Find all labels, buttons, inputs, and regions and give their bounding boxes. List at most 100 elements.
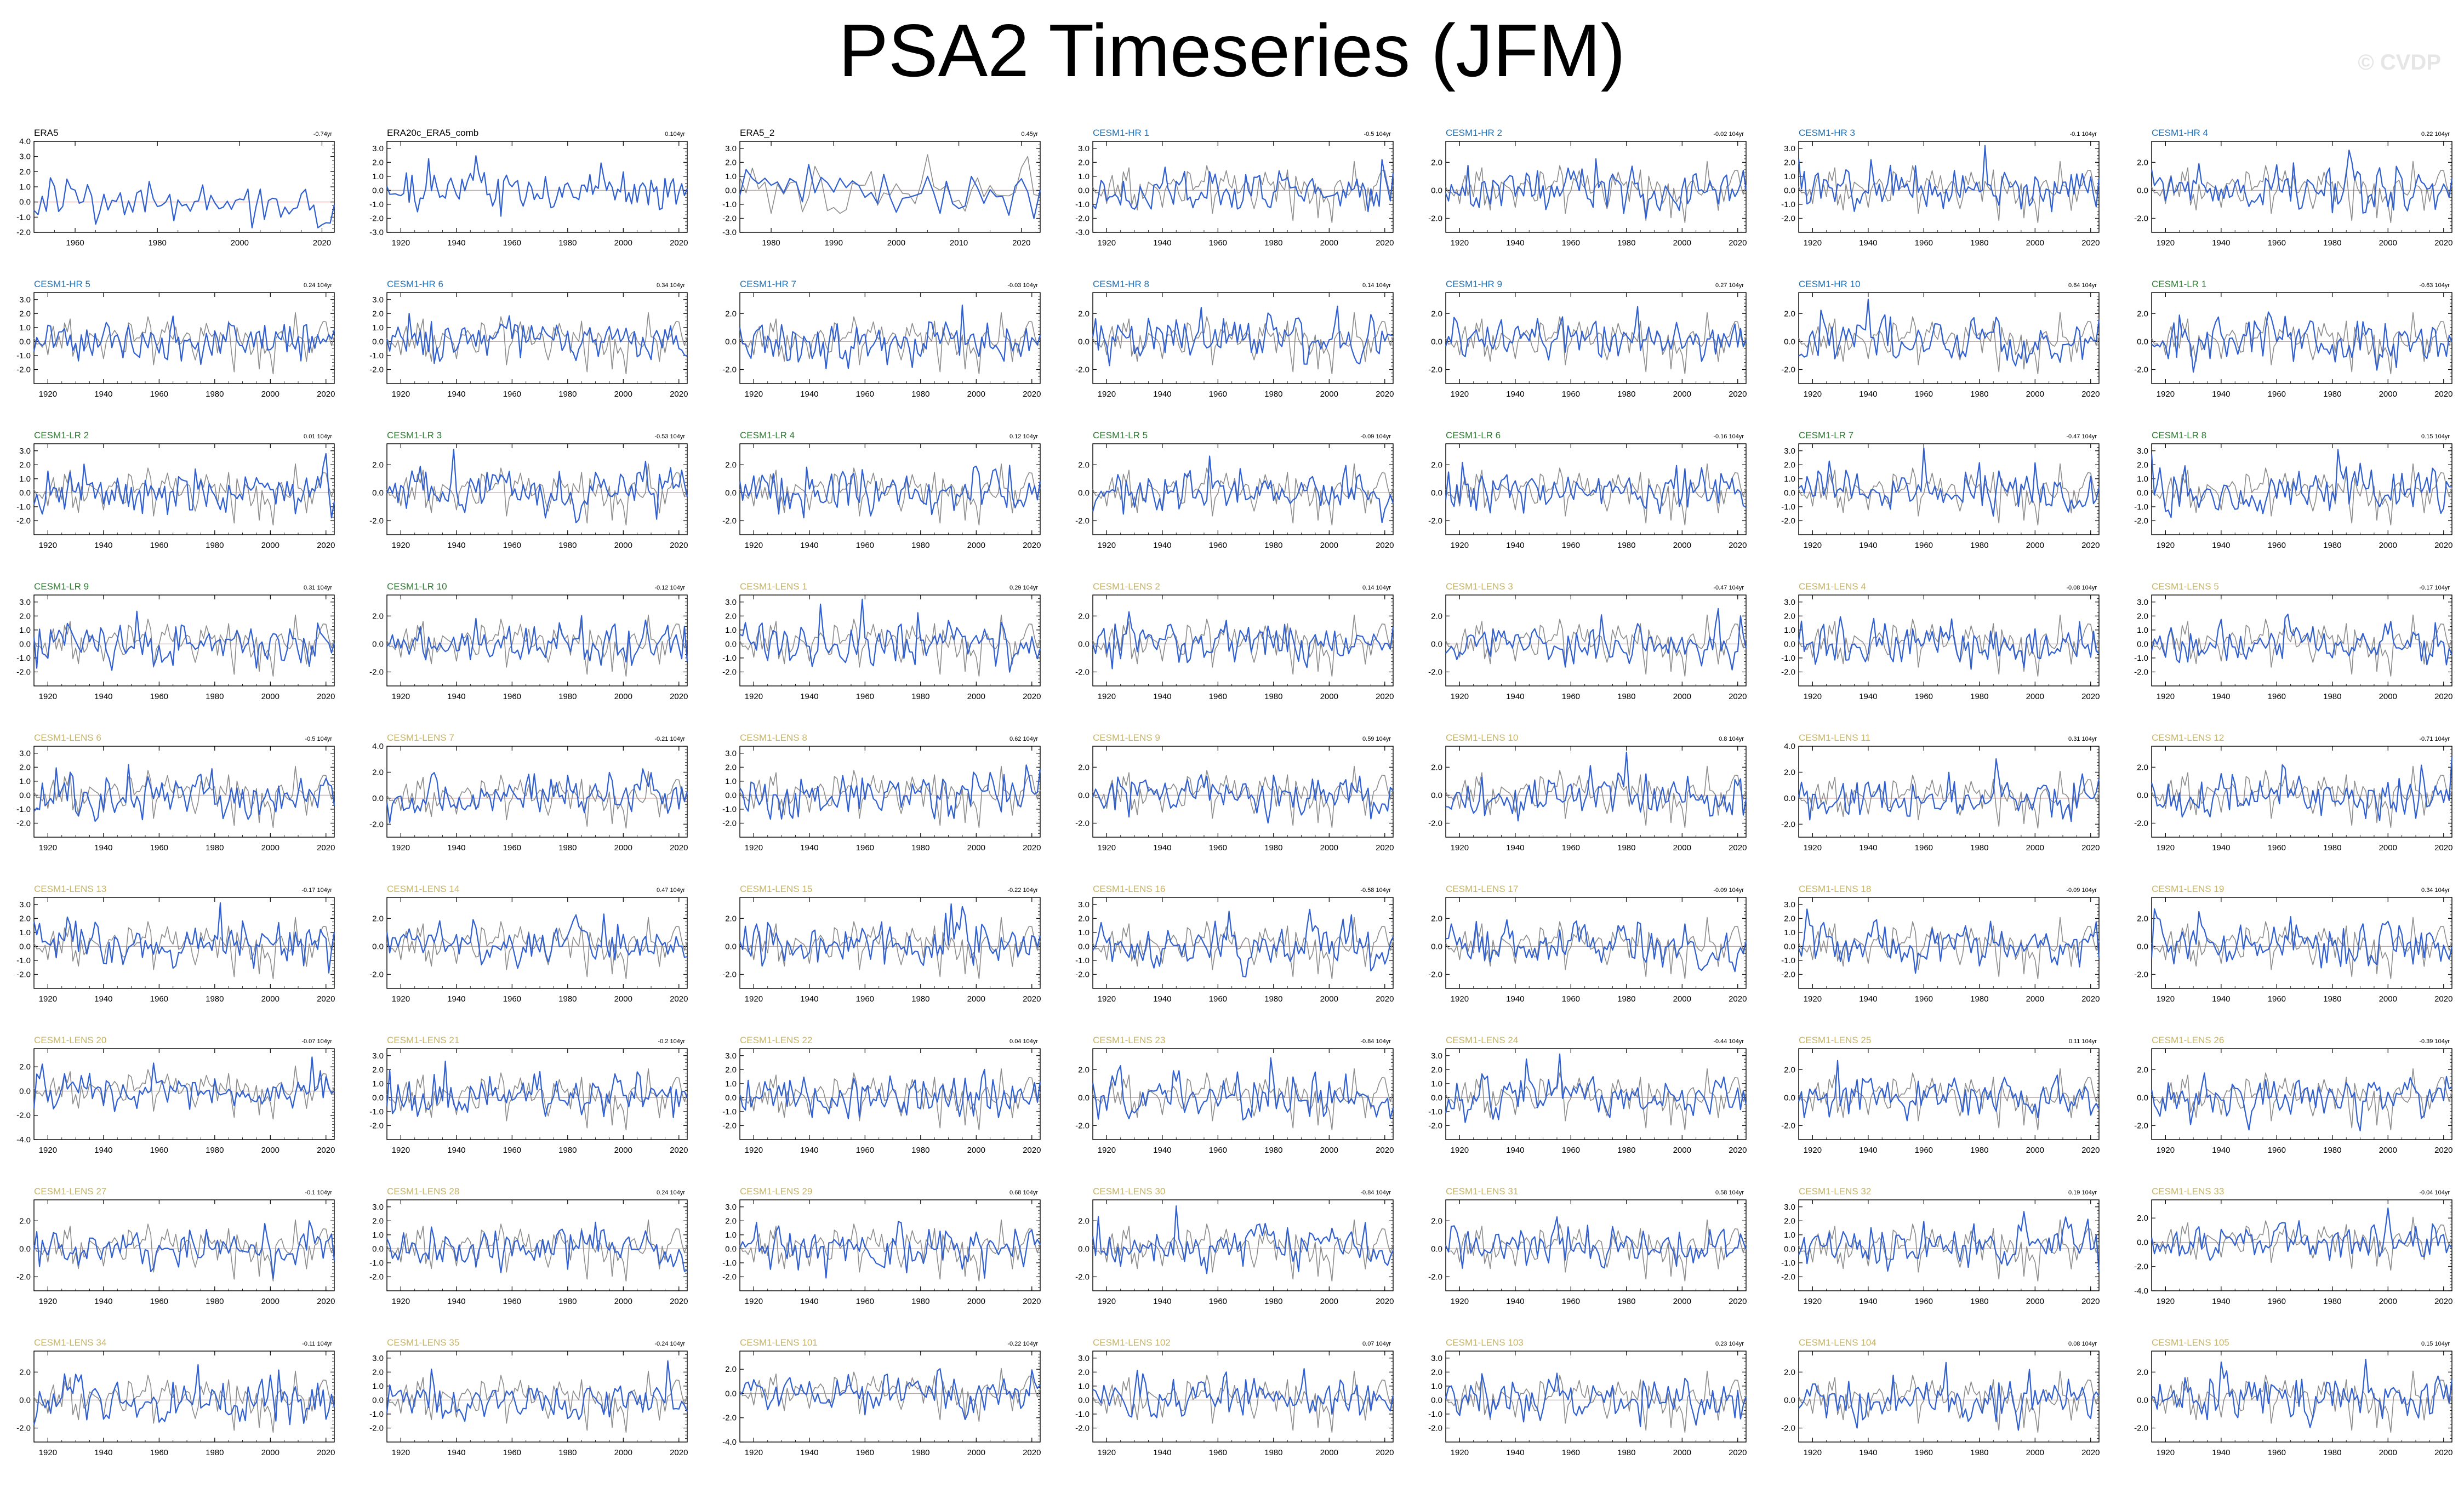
- x-tick-label: 1960: [1562, 238, 1580, 248]
- panel-trend: -0.63 104yr: [2419, 282, 2450, 289]
- panel-title: CESM1-LENS 10: [1446, 733, 1518, 743]
- y-tick-label: 0.0: [1431, 1244, 1442, 1254]
- x-tick-label: 2000: [2379, 390, 2397, 399]
- x-tick-label: 1960: [1209, 541, 1227, 550]
- x-tick-label: 1960: [1209, 390, 1227, 399]
- x-tick-label: 1920: [2157, 390, 2175, 399]
- y-tick-label: 1.0: [19, 182, 31, 192]
- panel-frame: [386, 594, 688, 686]
- model-series-line: [1445, 919, 1747, 972]
- y-tick-label: 1.0: [19, 928, 31, 937]
- x-tick-label: 2020: [1729, 994, 1747, 1004]
- y-tick-label: -2.0: [369, 1272, 384, 1281]
- obs-series-line: [739, 917, 1041, 980]
- y-tick-label: 0.0: [1431, 791, 1442, 800]
- model-series-line: [1445, 158, 1747, 219]
- panel-trend: 0.31 104yr: [304, 585, 332, 591]
- x-tick-label: 1960: [856, 994, 874, 1004]
- panel-48: CESM1-LENS 26 -0.39 104yr -2.0 0.0 2.0 1920 19…: [2134, 1035, 2452, 1155]
- y-tick-label: -2.0: [369, 1121, 384, 1130]
- x-tick-label: 1960: [2268, 238, 2286, 248]
- x-tick-label: 1940: [1859, 994, 1877, 1004]
- model-series-line: [1798, 447, 2100, 517]
- y-tick-label: 2.0: [19, 763, 31, 772]
- panel-title: CESM1-LR 6: [1446, 430, 1501, 440]
- y-tick-label: 2.0: [372, 460, 384, 470]
- panel-trend: -0.12 104yr: [654, 585, 685, 591]
- x-tick-label: 1980: [558, 994, 577, 1004]
- y-tick-label: 2.0: [1784, 460, 1795, 470]
- x-tick-label: 1920: [1098, 238, 1116, 248]
- x-tick-label: 2000: [967, 692, 985, 701]
- panel-34: CESM1-LENS 12 -0.71 104yr -2.0 0.0 2.0 1920 19…: [2134, 733, 2452, 853]
- x-tick-label: 2020: [2081, 1146, 2100, 1155]
- x-tick-label: 1960: [1915, 541, 1933, 550]
- x-tick-label: 1940: [94, 1448, 112, 1457]
- obs-series-line: [1445, 614, 1747, 677]
- model-series-line: [1445, 1216, 1747, 1269]
- x-tick-label: 1980: [911, 1146, 929, 1155]
- x-tick-label: 2000: [967, 994, 985, 1004]
- y-tick-label: -2.0: [16, 1423, 31, 1433]
- x-tick-label: 1920: [1451, 994, 1469, 1004]
- y-tick-label: 0.0: [19, 488, 31, 497]
- x-tick-label: 2000: [967, 1297, 985, 1306]
- x-tick-label: 1940: [1506, 1297, 1524, 1306]
- y-tick-label: 2.0: [2137, 1214, 2148, 1223]
- model-series-line: [33, 1364, 335, 1426]
- model-series-line: [386, 449, 688, 524]
- x-tick-label: 1940: [800, 843, 818, 853]
- panel-title: CESM1-LR 10: [387, 581, 447, 592]
- x-tick-label: 2000: [231, 238, 249, 248]
- y-tick-label: 2.0: [1431, 763, 1442, 772]
- model-series-line: [1092, 455, 1394, 523]
- y-tick-label: 2.0: [1078, 611, 1090, 621]
- x-tick-label: 2020: [2081, 843, 2100, 853]
- panel-title: CESM1-LENS 21: [387, 1035, 459, 1045]
- x-tick-label: 2000: [614, 1297, 632, 1306]
- y-tick-label: 0.0: [372, 639, 384, 649]
- panel-trend: 0.29 104yr: [1009, 585, 1038, 591]
- panel-title: CESM1-LENS 19: [2152, 884, 2224, 894]
- x-tick-label: 1920: [392, 1146, 410, 1155]
- y-tick-label: -2.0: [1781, 970, 1795, 979]
- x-tick-label: 2020: [2434, 1297, 2452, 1306]
- x-tick-label: 2000: [261, 994, 280, 1004]
- y-tick-label: 1.0: [372, 172, 384, 181]
- y-tick-label: 2.0: [1784, 914, 1795, 923]
- x-tick-label: 2000: [1673, 238, 1691, 248]
- x-tick-label: 1980: [1264, 994, 1282, 1004]
- obs-series-line: [2151, 1068, 2452, 1131]
- x-tick-label: 2020: [317, 390, 335, 399]
- x-tick-label: 1980: [206, 390, 224, 399]
- y-tick-label: -2.0: [1075, 667, 1090, 677]
- obs-series-line: [1092, 1219, 1394, 1282]
- panel-trend: -0.16 104yr: [1713, 433, 1744, 440]
- x-tick-label: 2000: [1673, 1297, 1691, 1306]
- obs-series-line: [1445, 312, 1747, 375]
- y-tick-label: -2.0: [1075, 214, 1090, 223]
- x-tick-label: 1940: [1506, 238, 1524, 248]
- panel-25: CESM1-LENS 3 -0.47 104yr -2.0 0.0 2.0 1920 194…: [1428, 581, 1747, 701]
- panel-title: CESM1-LENS 35: [387, 1337, 459, 1348]
- model-series-line: [386, 1060, 688, 1118]
- panel-frame: [1092, 1199, 1394, 1291]
- panel-frame: [739, 443, 1041, 535]
- x-tick-label: 2020: [1376, 1297, 1394, 1306]
- panel-title: CESM1-LR 4: [740, 430, 795, 440]
- x-tick-label: 1920: [39, 1448, 57, 1457]
- panel-trend: 0.8 104yr: [1719, 736, 1744, 742]
- y-tick-label: 2.0: [2137, 914, 2148, 923]
- x-tick-label: 1980: [558, 843, 577, 853]
- panel-title: CESM1-HR 4: [2152, 128, 2208, 138]
- x-tick-label: 2020: [1023, 390, 1041, 399]
- x-tick-label: 1980: [1264, 843, 1282, 853]
- x-tick-label: 2020: [2434, 843, 2452, 853]
- x-tick-label: 1940: [94, 1146, 112, 1155]
- x-tick-label: 1940: [1153, 1146, 1171, 1155]
- panel-title: CESM1-LENS 24: [1446, 1035, 1518, 1045]
- y-tick-label: -1.0: [369, 1410, 384, 1419]
- y-tick-label: -2.0: [1781, 1272, 1795, 1281]
- x-tick-label: 1940: [800, 1297, 818, 1306]
- y-tick-label: -2.0: [369, 820, 384, 829]
